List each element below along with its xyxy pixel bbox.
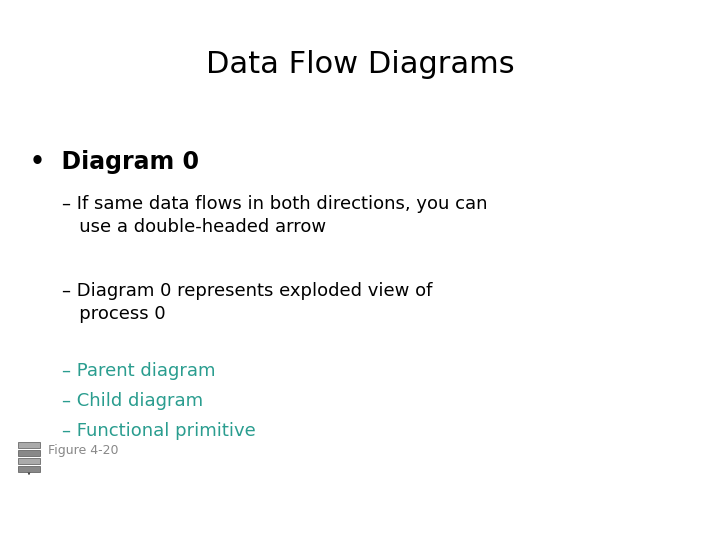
Text: – Child diagram: – Child diagram [62, 392, 203, 410]
Text: Figure 4-20: Figure 4-20 [48, 444, 119, 457]
Text: – Diagram 0 represents exploded view of
   process 0: – Diagram 0 represents exploded view of … [62, 282, 433, 323]
Bar [18, 466, 40, 472]
Bar [18, 442, 40, 448]
Bar [18, 450, 40, 456]
Text: – Parent diagram: – Parent diagram [62, 362, 215, 380]
Bar [18, 458, 40, 464]
Text: – If same data flows in both directions, you can
   use a double-headed arrow: – If same data flows in both directions,… [62, 195, 487, 236]
Text: Data Flow Diagrams: Data Flow Diagrams [206, 50, 514, 79]
Text: – Functional primitive: – Functional primitive [62, 422, 256, 440]
Text: •  Diagram 0: • Diagram 0 [30, 150, 199, 174]
